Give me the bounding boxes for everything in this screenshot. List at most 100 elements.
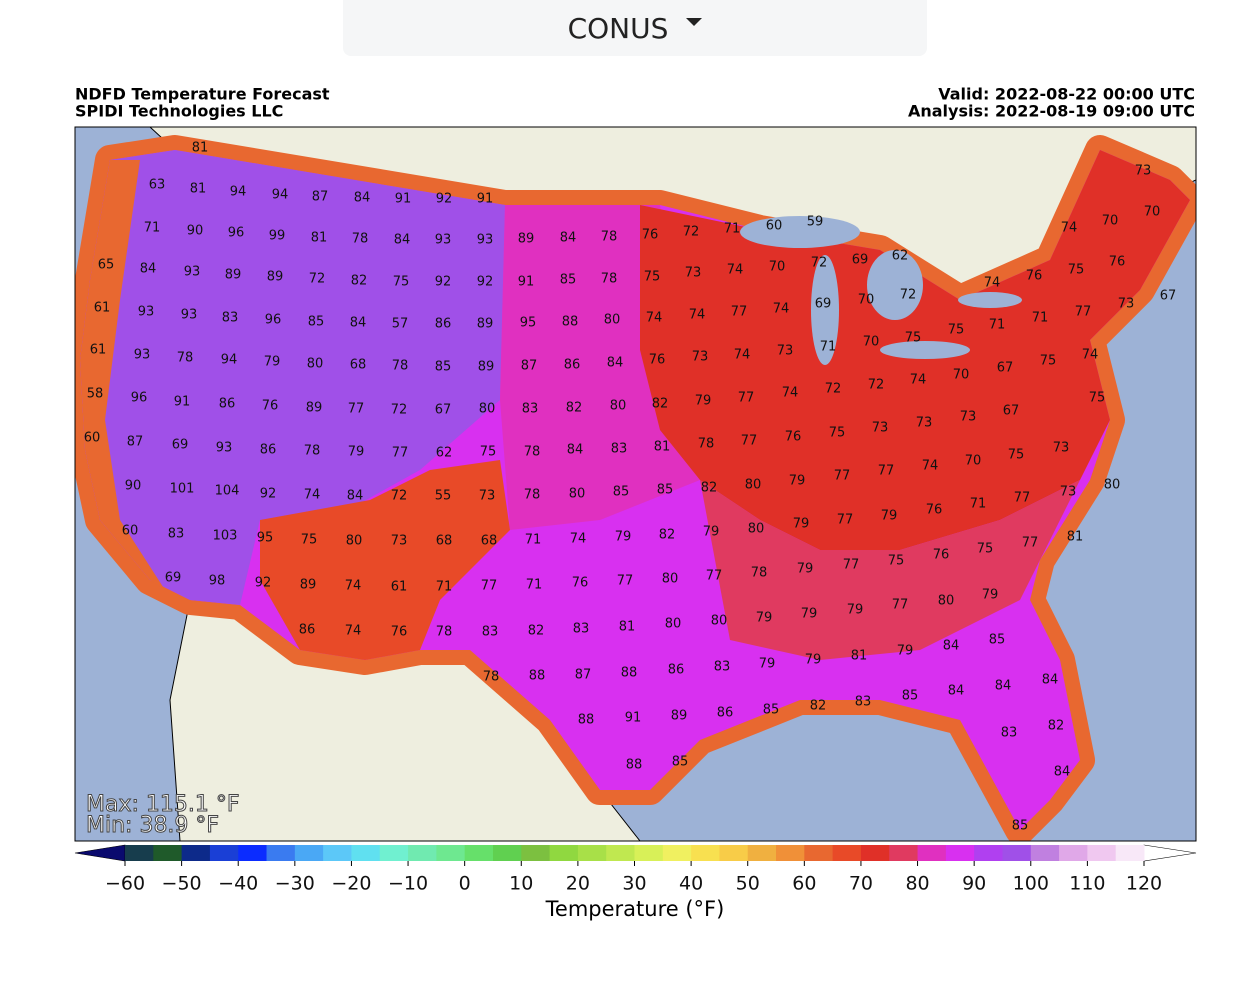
temperature-label: 83	[222, 311, 239, 326]
temperature-label: 88	[621, 666, 638, 681]
temperature-label: 89	[300, 578, 317, 593]
temperature-label: 75	[888, 554, 905, 569]
temperature-label: 76	[926, 503, 943, 518]
temperature-label: 79	[897, 644, 914, 659]
temperature-label: 91	[174, 395, 191, 410]
colorbar-swatch	[153, 845, 183, 861]
temperature-label: 79	[756, 611, 773, 626]
colorbar-tick-label: 90	[962, 873, 986, 895]
temperature-label: 77	[738, 391, 755, 406]
colorbar-swatch	[379, 845, 409, 861]
colorbar-swatch	[125, 845, 154, 861]
temperature-label: 72	[811, 256, 828, 271]
temperature-label: 76	[1109, 255, 1126, 270]
temperature-label: 82	[659, 528, 676, 543]
colorbar-tick-label: 40	[679, 873, 703, 895]
temperature-label: 73	[1135, 164, 1152, 179]
temperature-label: 69	[852, 253, 869, 268]
temperature-label: 80	[610, 399, 627, 414]
temperature-label: 75	[905, 331, 922, 346]
temperature-label: 84	[140, 262, 157, 277]
temperature-label: 93	[134, 348, 151, 363]
temperature-label: 93	[435, 233, 452, 248]
temperature-label: 87	[312, 190, 329, 205]
temperature-label: 81	[619, 620, 636, 635]
temperature-label: 71	[989, 318, 1006, 333]
temperature-label: 89	[267, 270, 284, 285]
temperature-label: 86	[260, 443, 277, 458]
temperature-label: 82	[566, 401, 583, 416]
temperature-label: 77	[1014, 491, 1031, 506]
dropdown-label[interactable]: CONUS	[567, 11, 669, 45]
temperature-label: 74	[922, 459, 939, 474]
temperature-label: 74	[345, 624, 362, 639]
temperature-label: 74	[1061, 221, 1078, 236]
temperature-label: 74	[773, 302, 790, 317]
temperature-label: 73	[479, 489, 496, 504]
temperature-label: 82	[351, 274, 368, 289]
temperature-label: 86	[564, 358, 581, 373]
temperature-label: 91	[395, 192, 412, 207]
colorbar-swatch	[1087, 845, 1117, 861]
temperature-label: 74	[345, 579, 362, 594]
temperature-label: 73	[391, 534, 408, 549]
temperature-label: 84	[995, 679, 1012, 694]
temperature-label: 83	[855, 695, 872, 710]
temperature-label: 77	[706, 569, 723, 584]
temperature-label: 72	[900, 288, 917, 303]
temperature-label: 77	[481, 579, 498, 594]
temperature-label: 68	[436, 534, 453, 549]
temperature-label: 82	[701, 481, 718, 496]
temperature-label: 87	[127, 435, 144, 450]
temperature-label: 81	[654, 440, 671, 455]
temperature-label: 70	[1144, 205, 1161, 220]
temperature-label: 67	[997, 361, 1014, 376]
temperature-label: 92	[436, 192, 453, 207]
temperature-label: 78	[601, 272, 618, 287]
temperature-label: 85	[902, 689, 919, 704]
temperature-label: 80	[1104, 478, 1121, 493]
temperature-label: 77	[741, 434, 758, 449]
temperature-label: 72	[309, 272, 326, 287]
temperature-label: 79	[982, 588, 999, 603]
temperature-label: 61	[391, 580, 408, 595]
temperature-label: 69	[165, 571, 182, 586]
temperature-label: 72	[683, 225, 700, 240]
temperature-label: 94	[221, 353, 238, 368]
temperature-label: 68	[350, 358, 367, 373]
dropdown-caret[interactable]	[686, 18, 703, 26]
temperature-label: 82	[652, 397, 669, 412]
temperature-label: 94	[230, 185, 247, 200]
colorbar-swatch	[436, 845, 466, 861]
temperature-label: 77	[617, 574, 634, 589]
temperature-label: 74	[910, 373, 927, 388]
temperature-label: 79	[615, 530, 632, 545]
analysis-time: Analysis: 2022-08-19 09:00 UTC	[908, 102, 1195, 121]
colorbar-under	[74, 844, 126, 862]
region-dropdown[interactable]: CONUS	[343, 0, 927, 56]
temperature-label: 81	[190, 182, 207, 197]
temperature-label: 85	[435, 360, 452, 375]
temperature-label: 84	[394, 233, 411, 248]
southwest-region	[260, 460, 510, 660]
temperature-label: 84	[1054, 765, 1071, 780]
temperature-label: 92	[255, 576, 272, 591]
temperature-label: 85	[613, 485, 630, 500]
colorbar-swatch	[776, 845, 805, 861]
temperature-label: 75	[480, 445, 497, 460]
temperature-label: 72	[391, 403, 408, 418]
temperature-label: 101	[170, 482, 195, 497]
temperature-label: 80	[307, 357, 324, 372]
colorbar-over	[1143, 844, 1197, 862]
temperature-label: 89	[225, 268, 242, 283]
temperature-label: 74	[727, 263, 744, 278]
temperature-label: 70	[863, 335, 880, 350]
temperature-label: 76	[649, 353, 666, 368]
temperature-label: 76	[642, 228, 659, 243]
temperature-label: 77	[878, 464, 895, 479]
temperature-label: 84	[1042, 673, 1059, 688]
colorbar-swatch	[521, 845, 551, 861]
colorbar-swatch	[832, 845, 862, 861]
temperature-label: 73	[777, 344, 794, 359]
